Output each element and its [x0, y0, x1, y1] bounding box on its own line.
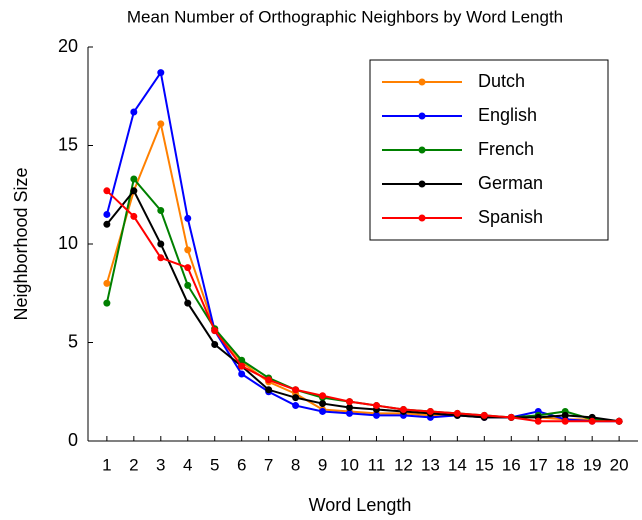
data-point [238, 370, 246, 378]
data-point [426, 407, 434, 415]
series-line [106, 188, 620, 423]
data-point [561, 411, 569, 419]
data-point [103, 220, 111, 228]
legend-marker [418, 112, 426, 120]
data-point [346, 409, 354, 417]
data-point [130, 187, 138, 195]
data-point [103, 187, 111, 195]
data-point [157, 240, 165, 248]
legend-marker [418, 180, 426, 188]
data-point [211, 340, 219, 348]
data-point [184, 299, 192, 307]
data-point [157, 69, 165, 77]
data-point [238, 362, 246, 370]
x-tick-label: 18 [556, 455, 575, 474]
x-tick-label: 3 [156, 455, 165, 474]
legend-label: French [478, 139, 534, 159]
x-tick-label: 13 [421, 455, 440, 474]
x-tick-label: 1 [102, 455, 111, 474]
data-point [157, 254, 165, 262]
data-point [399, 405, 407, 413]
x-tick-label: 19 [583, 455, 602, 474]
legend: Dutch English French German Spanish [369, 59, 609, 241]
data-point [103, 299, 111, 307]
data-point [346, 398, 354, 406]
data-point [184, 246, 192, 254]
x-tick-label: 4 [183, 455, 192, 474]
x-tick-label: 2 [129, 455, 138, 474]
data-point [615, 417, 623, 425]
data-point [372, 411, 380, 419]
data-point [265, 376, 273, 384]
data-point [319, 392, 327, 400]
legend-label: Spanish [478, 207, 543, 227]
legend-marker [418, 146, 426, 154]
y-tick-label: 0 [68, 430, 78, 450]
data-point [265, 386, 273, 394]
data-point [453, 409, 461, 417]
legend-label: English [478, 105, 537, 125]
legend-marker [418, 78, 426, 86]
x-tick-label: 10 [340, 455, 359, 474]
x-tick-label: 14 [448, 455, 467, 474]
data-point [157, 207, 165, 215]
data-point [184, 214, 192, 222]
x-tick-label: 8 [291, 455, 300, 474]
data-point [103, 210, 111, 218]
y-axis-label: Neighborhood Size [11, 167, 31, 320]
x-tick-label: 20 [610, 455, 629, 474]
x-axis-label: Word Length [309, 495, 412, 515]
series-line [105, 70, 620, 423]
data-point [319, 400, 327, 408]
data-point [561, 417, 569, 425]
data-point [238, 356, 246, 364]
data-point [103, 279, 111, 287]
y-tick-label: 5 [68, 331, 78, 351]
chart-title: Mean Number of Orthographic Neighbors by… [127, 7, 563, 26]
x-tick-label: 15 [475, 455, 494, 474]
x-tick-label: 9 [318, 455, 327, 474]
x-tick-label: 16 [502, 455, 521, 474]
data-point [507, 413, 515, 421]
data-point [184, 281, 192, 289]
data-point [211, 327, 219, 335]
x-tick-label: 6 [237, 455, 246, 474]
y-tick-label: 10 [58, 233, 78, 253]
data-point [372, 402, 380, 410]
x-tick-label: 17 [529, 455, 548, 474]
data-point [346, 404, 354, 412]
x-tick-label: 5 [210, 455, 219, 474]
legend-label: German [478, 173, 543, 193]
series-line [106, 190, 620, 423]
data-point [157, 120, 165, 128]
y-tick-label: 15 [58, 134, 78, 154]
data-point [130, 175, 138, 183]
data-point [534, 417, 542, 425]
x-tick-label: 12 [394, 455, 413, 474]
data-point [480, 411, 488, 419]
data-point [319, 407, 327, 415]
data-point [292, 402, 300, 410]
data-point [588, 417, 596, 425]
data-point [292, 394, 300, 402]
data-point [184, 264, 192, 272]
x-tick-label: 11 [368, 455, 386, 474]
legend-label: Dutch [478, 71, 525, 91]
y-tick-label: 20 [58, 36, 78, 56]
data-point [130, 212, 138, 220]
data-point [292, 386, 300, 394]
x-tick-label: 7 [264, 455, 273, 474]
legend-marker [418, 214, 426, 222]
data-point [130, 108, 138, 116]
